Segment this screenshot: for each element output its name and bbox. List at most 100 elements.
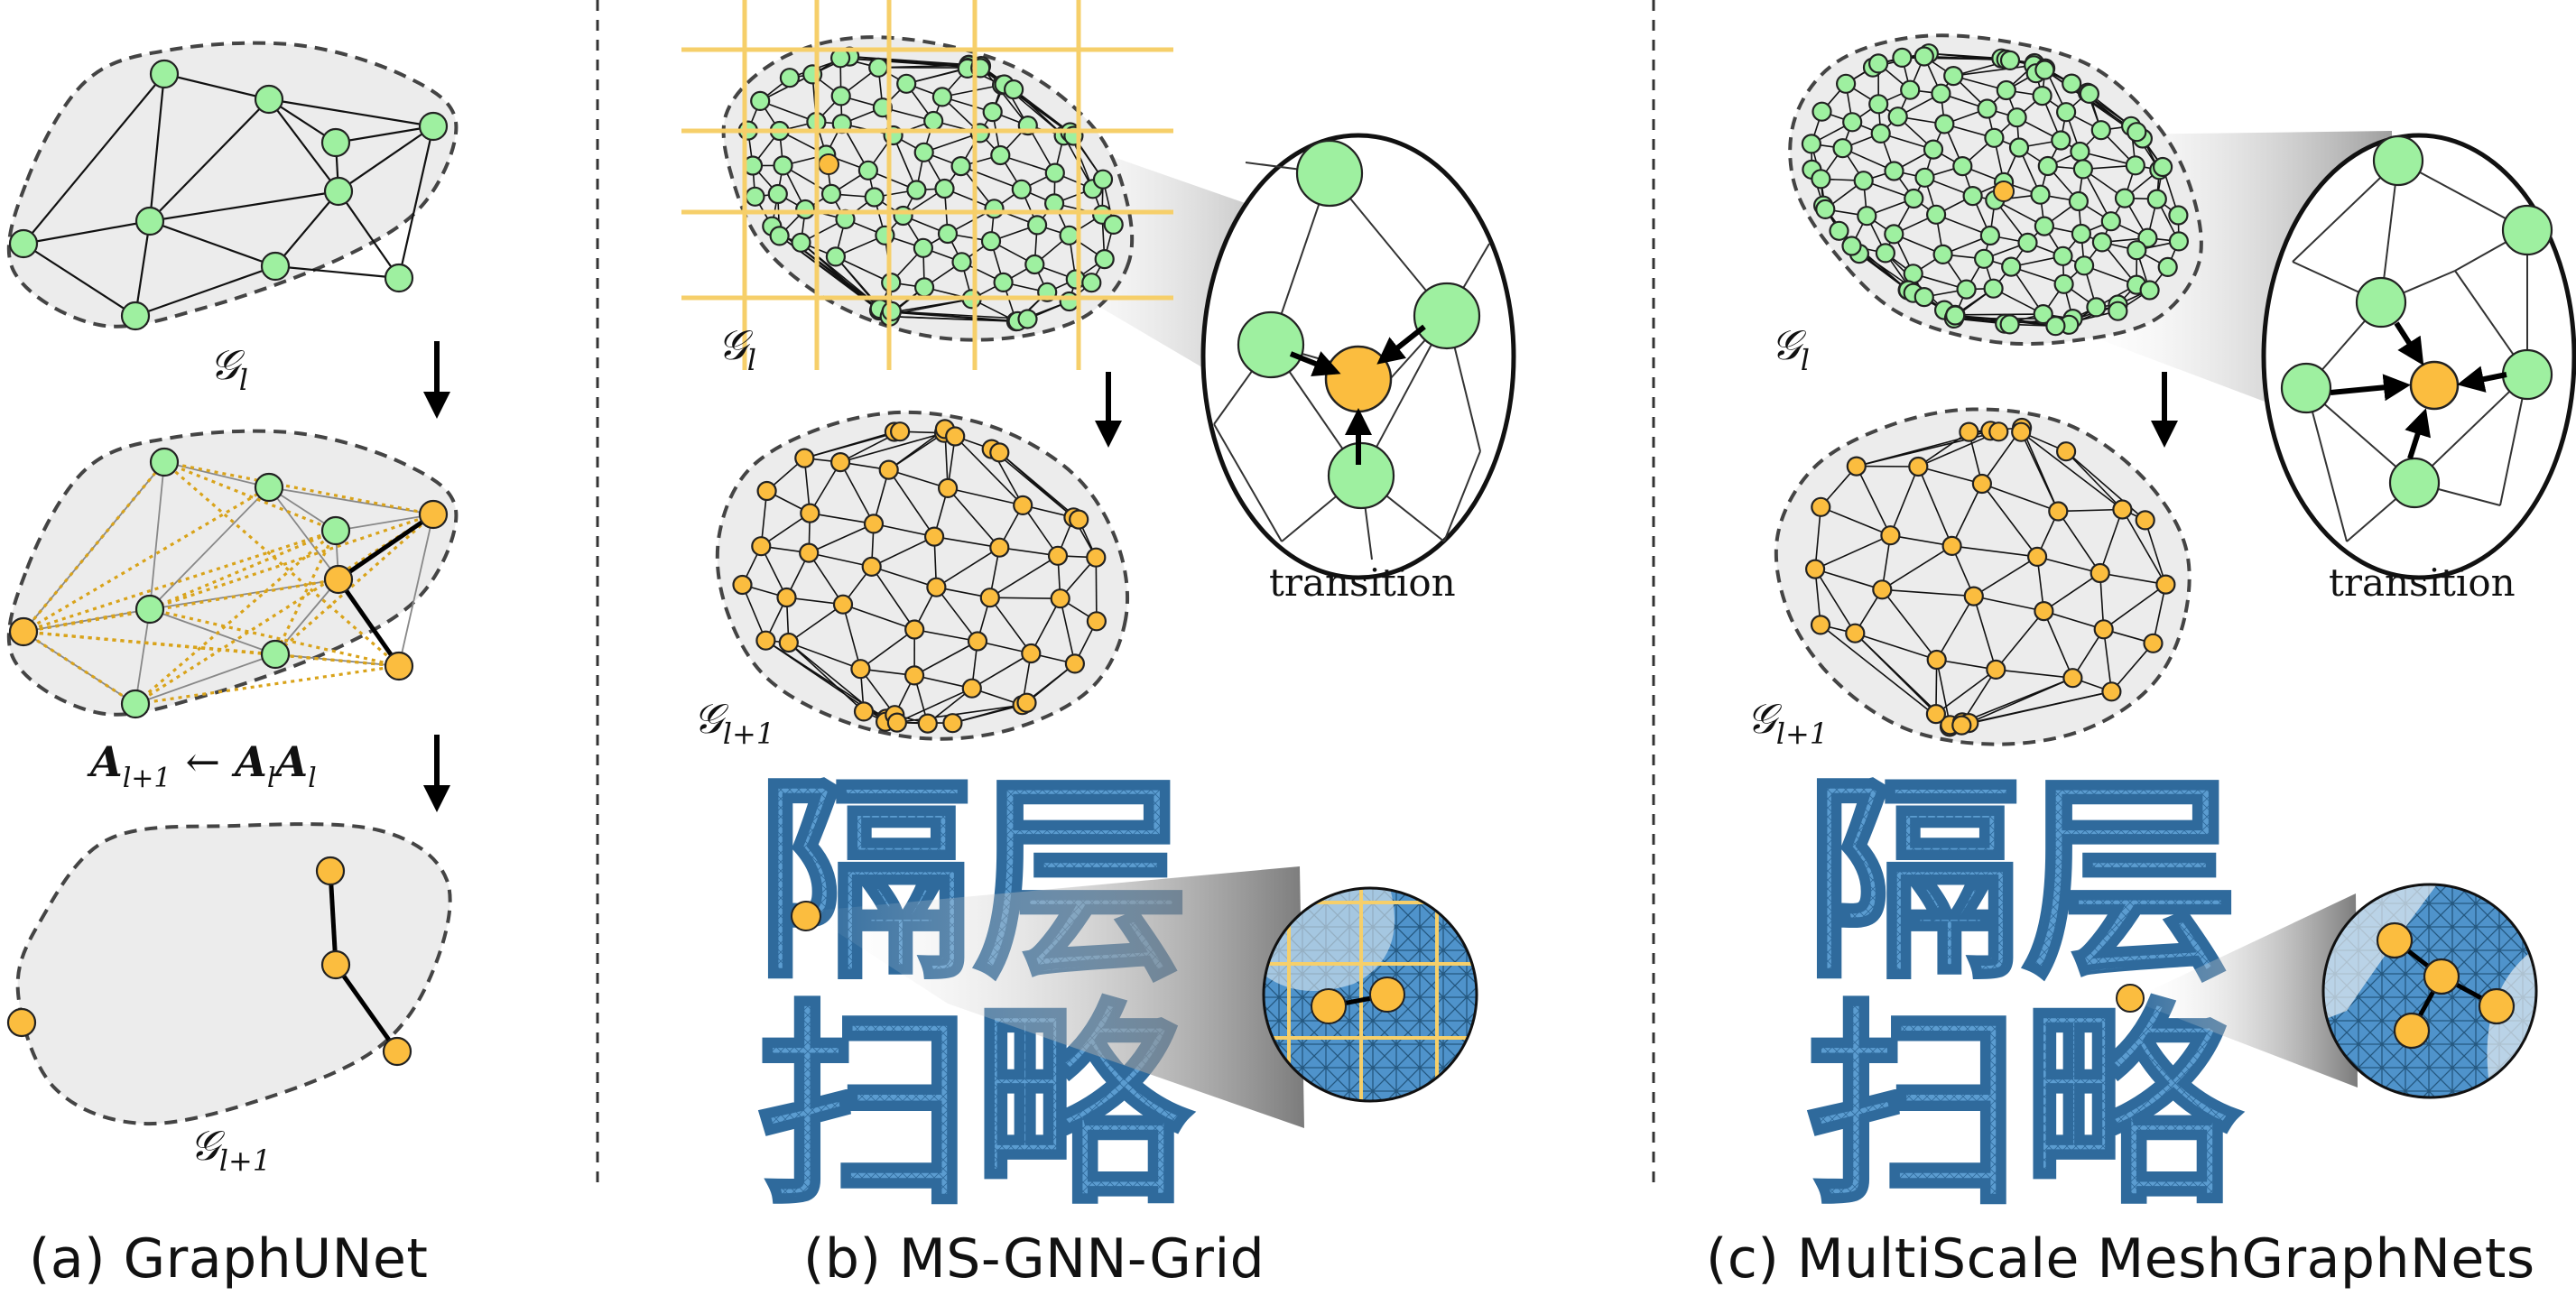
graph-edge	[1814, 569, 1856, 634]
graph-edge	[788, 642, 861, 670]
graph-node	[320, 949, 351, 980]
graph-edge	[989, 555, 1059, 598]
graph-node	[1892, 47, 1913, 69]
graph-node	[989, 537, 1010, 558]
grid-overlay	[681, 0, 1173, 370]
graph-node	[1884, 224, 1904, 245]
sample-node	[2116, 984, 2145, 1013]
graph-node	[2127, 240, 2147, 261]
graph-edge	[274, 653, 400, 667]
graph-node	[323, 564, 354, 595]
graph-edge	[835, 255, 892, 283]
graph-node	[980, 231, 1002, 252]
graph-node	[2068, 190, 2089, 212]
graph-node	[2074, 255, 2095, 276]
graph-edge	[935, 547, 1000, 588]
graph-edge	[859, 628, 915, 670]
graph-edge	[840, 57, 969, 67]
graph-node	[732, 574, 753, 596]
graph-node	[1003, 79, 1024, 100]
graph-node	[861, 556, 882, 578]
graph-node	[1815, 199, 1836, 219]
graph-node	[2052, 245, 2073, 266]
graph-edge	[1973, 556, 2038, 597]
graph-node	[2355, 276, 2407, 329]
graph-edge	[871, 566, 937, 588]
graph-node	[751, 536, 772, 557]
graph-node	[1086, 611, 1107, 632]
graph-node	[323, 176, 354, 207]
graph-node	[1963, 586, 1984, 606]
graph-edge	[1917, 466, 1953, 547]
graph-edge	[338, 190, 400, 279]
graph-node	[791, 232, 811, 253]
graph-node	[1925, 703, 1946, 725]
graph-edge	[336, 578, 402, 668]
graph-edge	[2065, 450, 2123, 511]
graph-node	[2100, 211, 2121, 232]
graph-node	[906, 180, 927, 200]
graph-edge	[2110, 643, 2154, 692]
graph-edge	[842, 603, 915, 631]
graph-node	[913, 277, 935, 298]
graph-edge	[1935, 659, 1951, 726]
graph-edge	[935, 587, 978, 642]
graph-node	[829, 451, 851, 473]
graph-edge	[337, 512, 435, 582]
graph-node	[1974, 248, 1995, 269]
graph-node	[1996, 79, 2016, 101]
graph-l1-label-c: 𝒢l+1	[1747, 694, 1828, 751]
graph-node	[2001, 256, 2022, 277]
graph-node	[923, 110, 944, 132]
graph-edge	[268, 486, 339, 580]
graph-edge	[810, 512, 875, 525]
graph-edge	[2305, 387, 2348, 542]
graph-node	[2143, 633, 2164, 653]
graph-edge	[134, 264, 276, 318]
graph-node	[384, 651, 414, 681]
transition-arrow	[2405, 408, 2431, 459]
graph-node	[1900, 79, 1921, 100]
graph-edge	[149, 190, 339, 223]
graph-node	[853, 701, 875, 722]
graph-edge	[273, 530, 338, 655]
graph-node	[2086, 297, 2107, 318]
graph-edge	[954, 435, 1024, 506]
graph-l-label-c: 𝒢l	[1771, 320, 1810, 377]
graph-node	[2501, 204, 2553, 256]
graph-node	[2008, 137, 2030, 158]
graph-node	[961, 678, 982, 699]
graph-node	[1984, 127, 2005, 148]
graph-node	[886, 712, 908, 733]
graph-edge	[134, 608, 151, 705]
graph-node	[857, 160, 879, 181]
graph-node	[254, 472, 284, 503]
graph-node	[2079, 83, 2099, 105]
graph-node	[2034, 600, 2054, 622]
graph-edge	[149, 608, 276, 655]
graph-edge	[23, 243, 136, 317]
graph-node	[2155, 574, 2176, 595]
graph-node	[1311, 988, 1347, 1024]
pooled-node	[1993, 181, 2015, 202]
graph-node	[979, 588, 1000, 608]
graph-l-label-a: 𝒢l	[209, 340, 248, 397]
graph-node	[1059, 225, 1080, 245]
graph-node	[2393, 1012, 2431, 1050]
graph-node	[1846, 456, 1867, 477]
glyph-text: 隔层	[1805, 755, 2238, 1008]
graph-edge	[1918, 466, 1983, 485]
graph-node	[1956, 279, 1977, 300]
graph-node	[800, 503, 820, 523]
graph-node	[1951, 715, 1972, 736]
mesh-level-l-plus-1-c	[1774, 407, 2191, 746]
graph-node	[2388, 457, 2441, 509]
glyph-zoom-c	[2116, 883, 2538, 1099]
graph-node	[1913, 46, 1934, 67]
graph-node	[779, 68, 801, 88]
graph-node	[984, 199, 1005, 219]
graph-node	[1103, 214, 1124, 235]
graph-node	[1988, 421, 2009, 442]
graph-node	[1971, 473, 1992, 495]
